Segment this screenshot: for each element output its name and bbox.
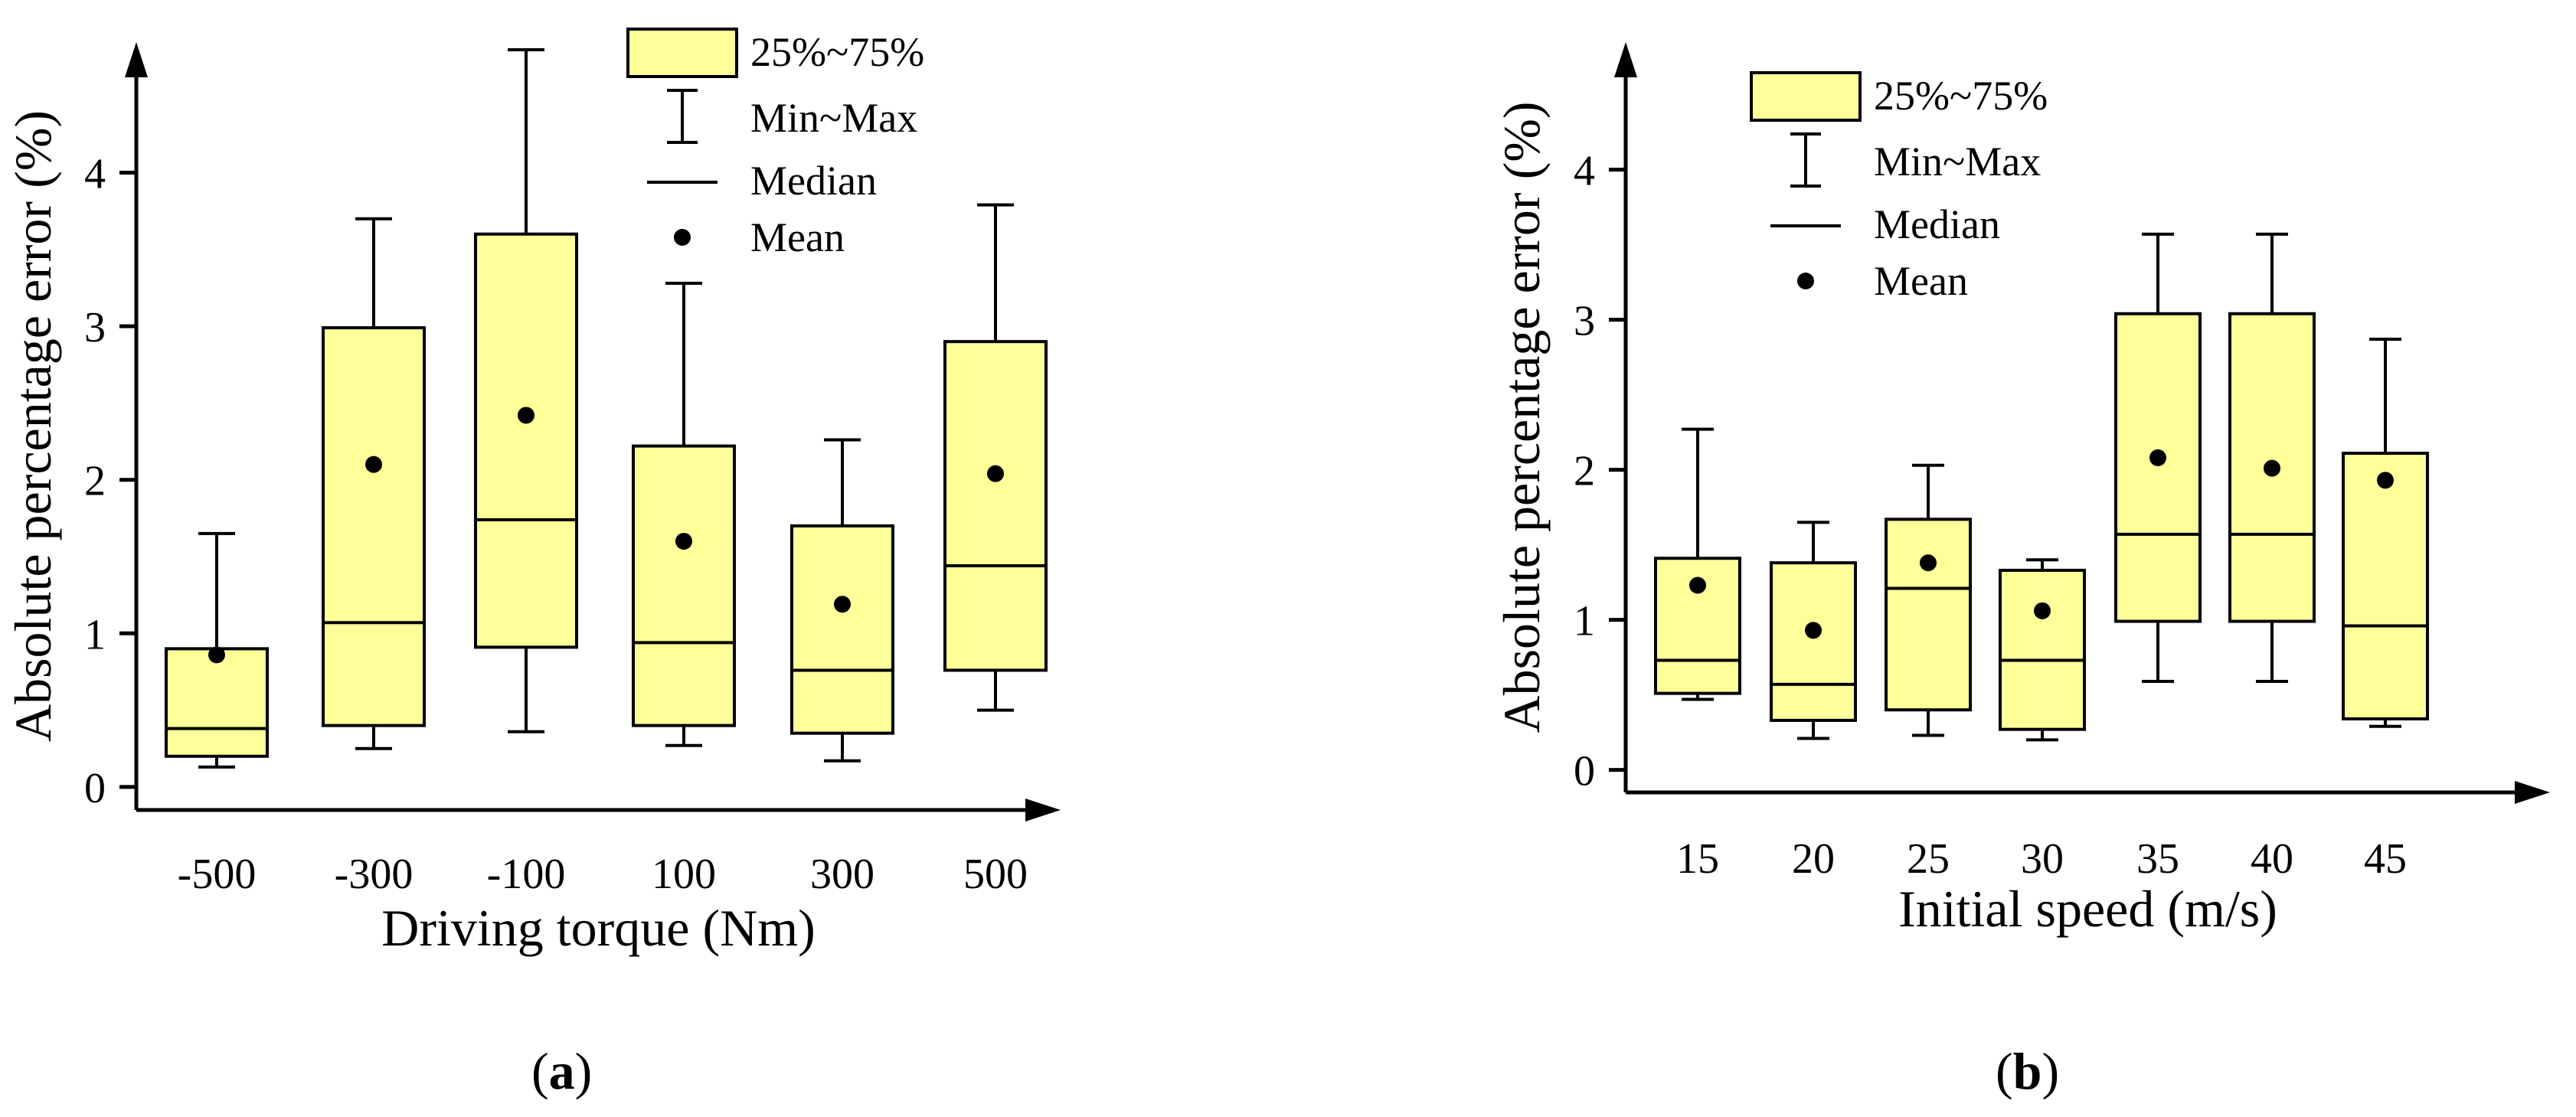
legend-label-median: Median <box>1874 201 2000 247</box>
y-tick-label: 3 <box>1574 298 1595 345</box>
box--500 <box>165 531 269 769</box>
box-45 <box>2342 338 2429 728</box>
y-tick-label: 0 <box>1574 748 1595 795</box>
box-iqr <box>1770 561 1857 722</box>
y-tick-label: 3 <box>84 304 106 351</box>
box-300 <box>790 438 894 763</box>
box-iqr <box>1885 518 1972 712</box>
legend-box-swatch <box>626 28 738 78</box>
mean-point <box>518 407 534 424</box>
legend-mean-swatch <box>1797 273 1814 289</box>
box-40 <box>2228 232 2316 683</box>
legend-label-iqr: 25%~75% <box>750 29 924 75</box>
box-iqr <box>2114 312 2202 623</box>
y-tick-label: 2 <box>84 458 106 505</box>
legend: 25%~75% Min~Max Median Mean <box>626 28 924 260</box>
box-iqr <box>474 232 578 649</box>
legend-label-minmax: Min~Max <box>750 95 917 141</box>
box-30 <box>1999 558 2086 742</box>
box-iqr <box>943 340 1048 672</box>
mean-point <box>834 596 851 613</box>
x-axis-title: Driving torque (Nm) <box>381 899 816 957</box>
x-tick-label: 30 <box>2021 835 2064 883</box>
mean-point <box>2149 449 2166 466</box>
legend-mean-swatch <box>674 229 691 246</box>
chart-initial-speed: 0 1 2 3 4 15 20 25 30 35 40 45 Initial speed (m/s) Ab… <box>1492 42 2550 938</box>
mean-point <box>987 465 1004 482</box>
y-tick-label: 0 <box>84 765 106 812</box>
x-tick-label: 15 <box>1676 835 1719 883</box>
mean-point <box>1689 576 1706 594</box>
box-20 <box>1770 521 1857 740</box>
x-tick-label: -100 <box>487 851 566 898</box>
legend-label-iqr: 25%~75% <box>1874 73 2048 119</box>
mean-point <box>208 646 225 664</box>
x-tick-label: 20 <box>1792 835 1835 883</box>
chart-driving-torque: 0 1 2 3 4 -500 -300 -100 100 300 500 Driving torque… <box>4 28 1061 957</box>
y-axis-title: Absolute percentage error (%) <box>1492 101 1551 733</box>
x-axis-arrow <box>1025 799 1061 821</box>
box-iqr <box>165 647 269 758</box>
box-15 <box>1654 427 1741 701</box>
y-tick-label: 1 <box>1574 598 1595 645</box>
y-tick-label: 4 <box>1574 148 1595 195</box>
panel-label-b: (b) <box>1996 1042 2060 1100</box>
x-tick-label: 100 <box>652 851 716 898</box>
box--100 <box>474 48 578 733</box>
box-iqr <box>790 524 894 735</box>
y-axis-arrow <box>1614 42 1637 77</box>
x-tick-label: -500 <box>178 851 257 898</box>
x-axis-arrow <box>2515 781 2550 804</box>
mean-point <box>1920 554 1937 572</box>
box-iqr <box>1999 568 2086 731</box>
panel-label-a: (a) <box>531 1042 593 1100</box>
y-axis-title: Absolute percentage error (%) <box>4 110 62 742</box>
box--300 <box>322 217 426 750</box>
mean-point <box>675 532 692 550</box>
x-tick-label: 35 <box>2136 835 2179 883</box>
x-tick-label: 25 <box>1907 835 1950 883</box>
box-100 <box>632 281 736 747</box>
x-axis-title: Initial speed (m/s) <box>1898 880 2277 938</box>
box-iqr <box>1654 557 1741 695</box>
box-500 <box>943 203 1048 712</box>
legend-label-mean: Mean <box>750 214 845 260</box>
box-iqr <box>322 326 426 727</box>
legend-box-swatch <box>1750 71 1862 122</box>
mean-point <box>2264 459 2280 477</box>
y-tick-label: 4 <box>84 151 106 198</box>
x-tick-label: 300 <box>810 851 874 898</box>
y-axis-arrow <box>125 42 148 77</box>
mean-point <box>365 456 382 473</box>
x-tick-label: 500 <box>963 851 1028 898</box>
legend-label-mean: Mean <box>1874 258 1968 304</box>
mean-point <box>1805 622 1822 639</box>
box-25 <box>1885 463 1972 737</box>
y-tick-label: 1 <box>84 611 106 658</box>
legend-label-median: Median <box>750 158 877 204</box>
box-iqr <box>2342 452 2429 720</box>
y-tick-label: 2 <box>1574 448 1595 495</box>
legend-label-minmax: Min~Max <box>1874 139 2041 185</box>
legend: 25%~75% Min~Max Median Mean <box>1750 71 2048 304</box>
box-iqr <box>632 444 736 727</box>
x-tick-label: 45 <box>2364 835 2407 883</box>
box-35 <box>2114 232 2202 683</box>
mean-point <box>2034 602 2051 619</box>
mean-point <box>2377 472 2394 489</box>
x-tick-label: -300 <box>335 851 414 898</box>
x-tick-label: 40 <box>2251 835 2293 883</box>
